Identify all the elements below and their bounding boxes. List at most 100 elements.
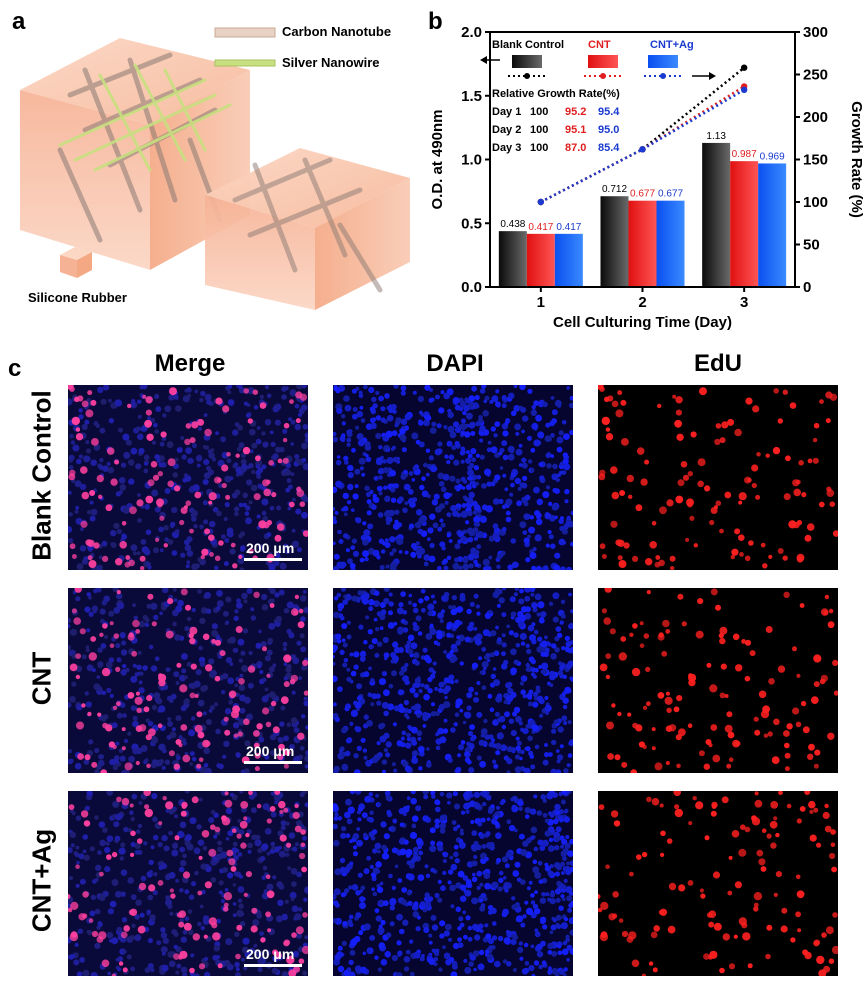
agnw-legend-label: Silver Nanowire [282, 55, 380, 70]
growth-point-0-2 [740, 64, 748, 71]
bar-0-1 [600, 196, 629, 287]
y-tick-label-4: 2.0 [461, 24, 482, 41]
growth-point-2-0 [537, 198, 545, 206]
bar-label-2-2: 0.969 [760, 151, 785, 162]
table-cntag-1: 95.0 [598, 124, 619, 136]
scalebar-label: 200 μm [246, 540, 295, 556]
growth-point-2-2 [740, 86, 748, 94]
y-tick-label-1: 0.5 [461, 215, 482, 232]
bar-label-1-2: 0.987 [732, 149, 757, 160]
edu-texture [598, 588, 838, 773]
right-axis-arrowhead [709, 72, 716, 80]
table-day-2: Day 3 [492, 142, 521, 154]
dapi-texture [333, 385, 573, 570]
legend-dot-2 [660, 73, 666, 79]
growth-point-2-1 [639, 146, 646, 153]
cnt-legend-label: Carbon Nanotube [282, 24, 392, 39]
merge-texture [68, 791, 308, 976]
bar-label-2-0: 0.417 [556, 222, 581, 233]
table-cnt-1: 95.1 [565, 124, 586, 136]
row-label-cntag: CNT+Ag [26, 828, 57, 933]
bar-label-0-2: 1.13 [706, 131, 726, 142]
panel-b-letter: b [428, 8, 443, 35]
panel-c-letter: c [8, 355, 22, 382]
growth-chart: 0.438 0.712 1.13 0.417 0.677 0.987 0.417 0.677 0… [429, 24, 865, 331]
x-axis-label: Cell Culturing Time (Day) [553, 314, 732, 331]
legend-label-1: CNT [588, 39, 611, 51]
bar-1-1 [628, 200, 657, 287]
micrograph-merge-blank [68, 385, 308, 570]
y2-tick-label-3: 150 [803, 152, 828, 169]
y-tick-label-3: 1.5 [461, 88, 482, 105]
micrograph-edu-cntag [598, 791, 838, 976]
table-title: Relative Growth Rate(%) [492, 88, 620, 100]
panel-a: a [0, 0, 420, 340]
dapi-texture [333, 791, 573, 976]
table-day-1: Day 2 [492, 124, 521, 136]
growth-line-0 [540, 66, 745, 204]
right-cube [205, 148, 410, 310]
bar-label-0-1: 0.712 [602, 184, 627, 195]
row-label-blank: Blank Control [26, 390, 57, 561]
bar-label-1-1: 0.677 [630, 189, 655, 200]
small-cube-icon [60, 247, 92, 278]
scalebar-line [244, 964, 302, 967]
agnw-legend-swatch [214, 59, 276, 67]
bar-0-2 [702, 142, 731, 287]
bar-2-2 [758, 163, 787, 287]
bar-2-1 [656, 200, 685, 287]
x-tick-label-1: 2 [638, 294, 646, 311]
scalebar-cnt: 200 μm [68, 588, 308, 773]
y2-tick-label-2: 100 [803, 194, 828, 211]
y2-tick-label-4: 200 [803, 109, 828, 126]
micrograph-edu-blank [598, 385, 838, 570]
large-cube [20, 38, 250, 270]
legend-dot-0 [524, 73, 530, 79]
merge-texture [68, 385, 308, 570]
bar-label-2-1: 0.677 [658, 189, 683, 200]
bar-1-0 [526, 233, 555, 287]
micrograph-merge-cntag [68, 791, 308, 976]
composite-schematic [20, 27, 410, 310]
silicone-rubber-label: Silicone Rubber [28, 290, 127, 305]
table-blank-0: 100 [530, 106, 548, 118]
panel-c: c Merge DAPI EdU Blank Control CNT CNT+A… [0, 345, 865, 1000]
y-tick-label-2: 1.0 [461, 152, 482, 169]
col-head-dapi: DAPI [426, 350, 484, 377]
merge-texture [68, 588, 308, 773]
micrograph-dapi-cnt [333, 588, 573, 773]
legend-swatch-2 [648, 55, 678, 68]
micrograph-edu-cnt [598, 588, 838, 773]
y-tick-label-0: 0.0 [461, 279, 482, 296]
x-tick-label-0: 1 [537, 294, 545, 311]
scalebar-line [244, 761, 302, 764]
edu-texture [598, 791, 838, 976]
y2-tick-label-6: 300 [803, 24, 828, 41]
y-axis-label: O.D. at 490nm [429, 109, 446, 209]
table-cnt-0: 95.2 [565, 106, 586, 118]
table-blank-2: 100 [530, 142, 548, 154]
table-day-0: Day 1 [492, 106, 521, 118]
row-label-cnt: CNT [26, 651, 57, 706]
panel-a-letter: a [12, 8, 26, 35]
scalebar-line [244, 558, 302, 561]
dapi-texture [333, 588, 573, 773]
micrograph-dapi-blank [333, 385, 573, 570]
col-head-edu: EdU [694, 350, 742, 377]
bar-1-2 [730, 161, 759, 287]
table-cntag-0: 95.4 [598, 106, 620, 118]
legend-label-2: CNT+Ag [650, 39, 694, 51]
table-cntag-2: 85.4 [598, 142, 620, 154]
legend-swatch-0 [512, 55, 542, 68]
scalebar-label: 200 μm [246, 946, 295, 962]
legend-label-0: Blank Control [492, 39, 564, 51]
x-tick-label-2: 3 [740, 294, 748, 311]
scalebar-cntag: 200 μm [68, 791, 308, 976]
panel-b: b 0.438 0.712 1.13 0.417 0.677 0.987 0.417 0.67… [420, 0, 865, 340]
cnt-legend-swatch [214, 27, 276, 38]
bar-label-0-0: 0.438 [500, 219, 525, 230]
legend-dot-1 [600, 73, 606, 79]
micrograph-merge-cnt [68, 588, 308, 773]
scalebar-blank: 200 μm [68, 385, 308, 570]
table-cnt-2: 87.0 [565, 142, 586, 154]
